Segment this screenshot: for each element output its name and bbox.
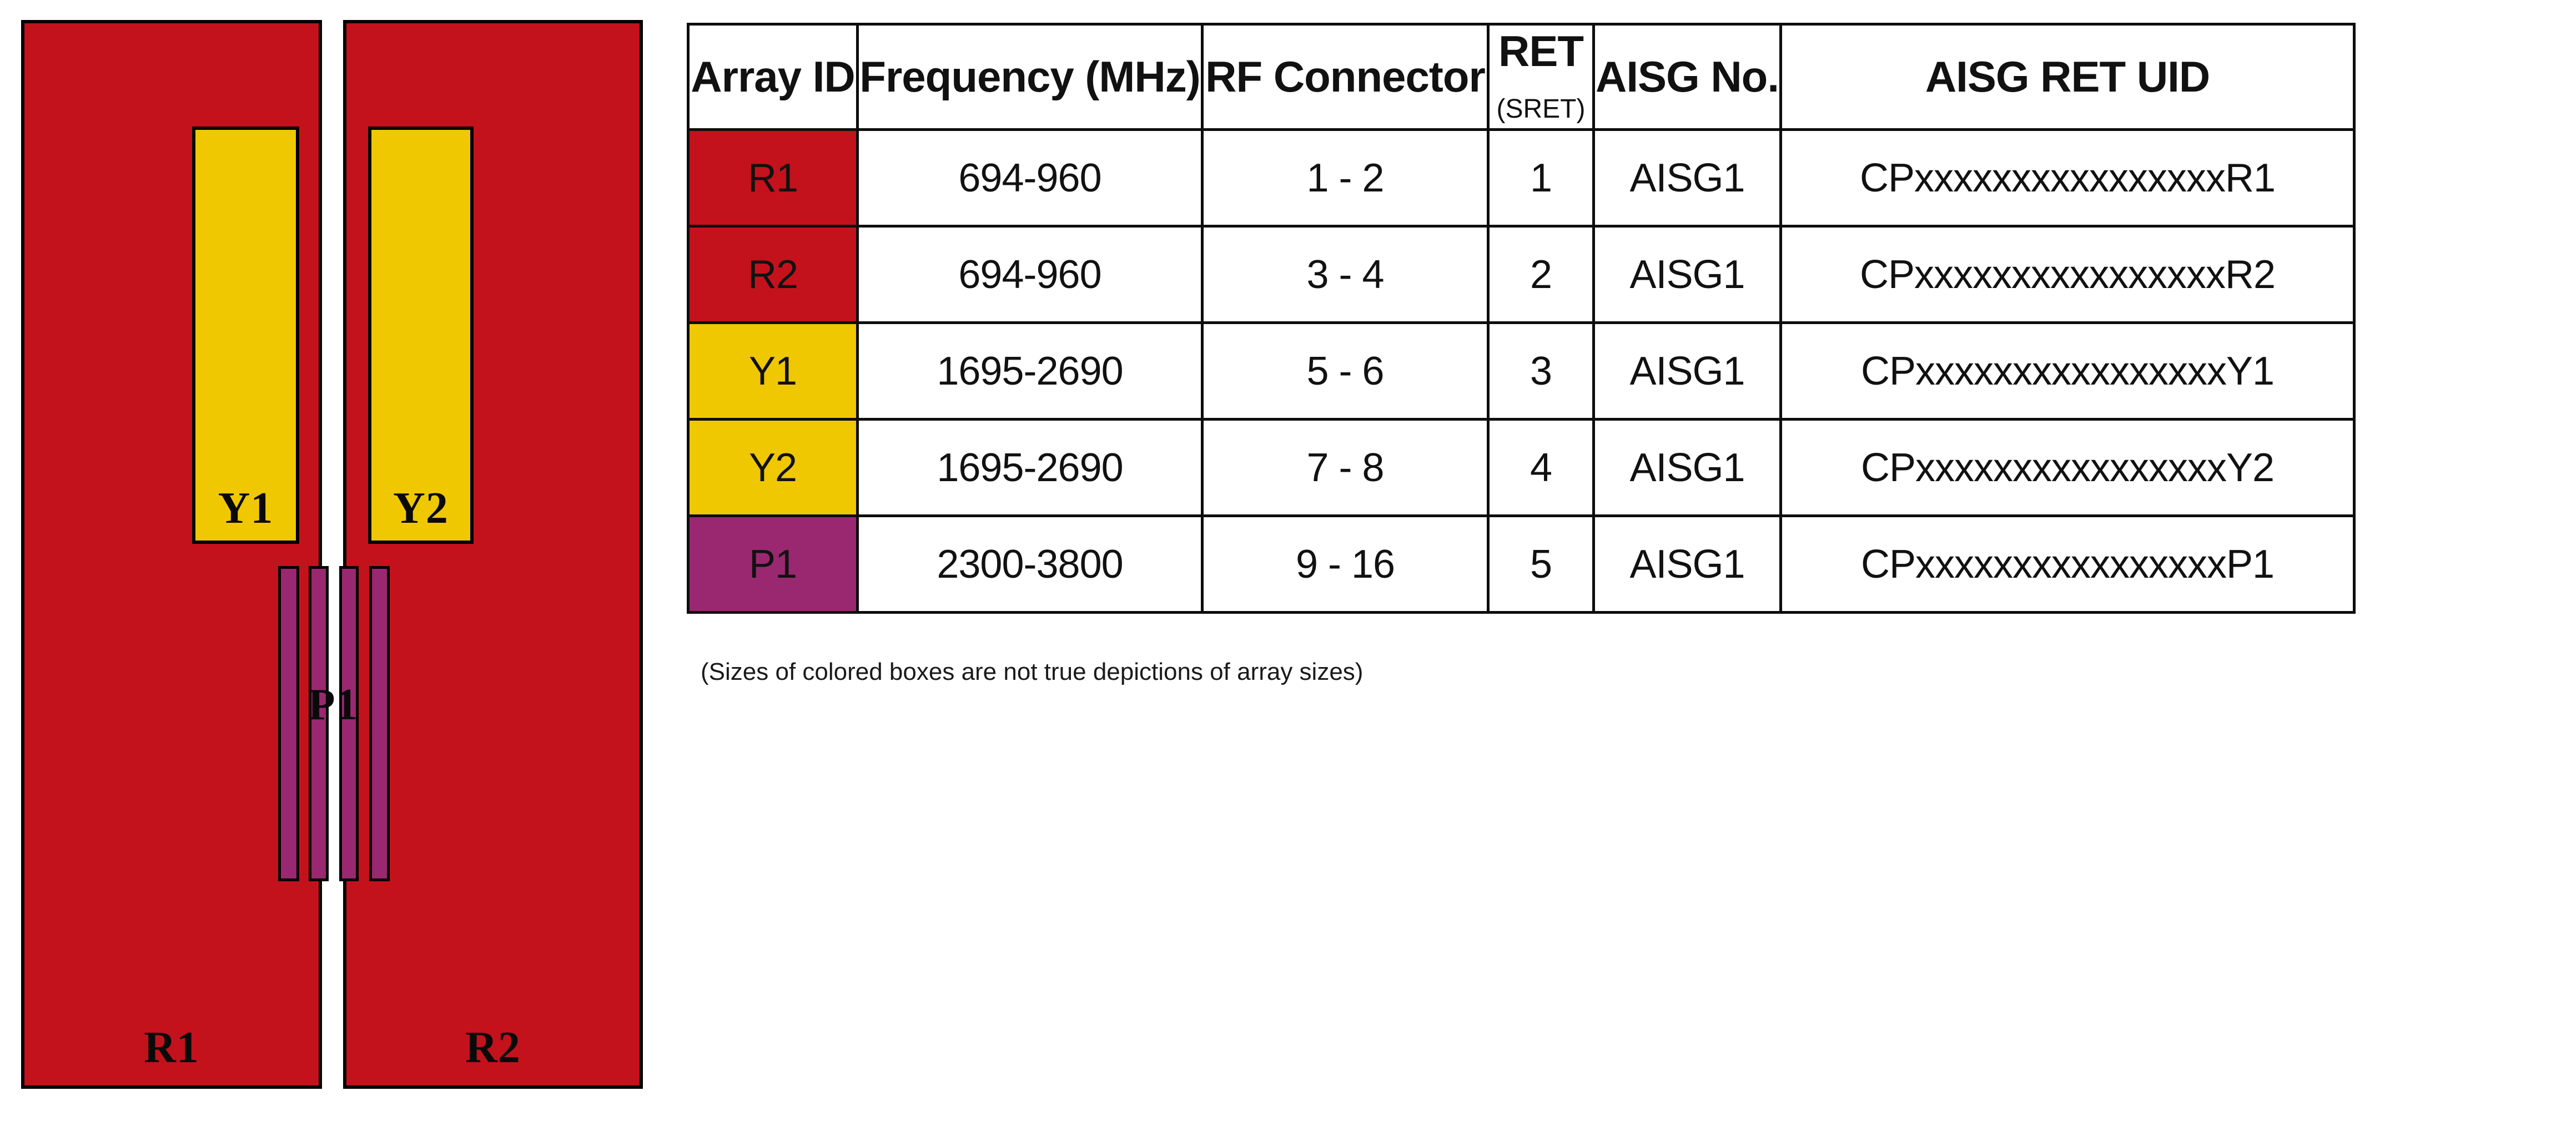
table-row: Y1 1695-2690 5 - 6 3 AISG1 CPxxxxxxxxxxx… bbox=[687, 321, 2356, 421]
cell-rf-connector: 9 - 16 bbox=[1201, 514, 1490, 614]
array-bar-p1-3 bbox=[339, 566, 359, 881]
size-disclaimer-note: (Sizes of colored boxes are not true dep… bbox=[701, 658, 1364, 685]
cell-array-id: Y2 bbox=[687, 418, 859, 517]
array-box-y1: Y1 bbox=[192, 127, 299, 544]
cell-aisg-ret-uid: CPxxxxxxxxxxxxxxxxY2 bbox=[1779, 418, 2356, 517]
cell-rf-connector: 1 - 2 bbox=[1201, 128, 1490, 228]
array-box-y2: Y2 bbox=[368, 127, 474, 544]
header-ret-main: RET bbox=[1498, 27, 1584, 75]
cell-array-id: R1 bbox=[687, 128, 859, 228]
cell-array-id: R2 bbox=[687, 225, 859, 324]
cell-aisg-ret-uid: CPxxxxxxxxxxxxxxxxP1 bbox=[1779, 514, 2356, 614]
header-frequency: Frequency (MHz) bbox=[856, 23, 1204, 131]
cell-frequency: 694-960 bbox=[856, 128, 1204, 228]
array-box-r2-label: R2 bbox=[465, 1023, 521, 1072]
cell-rf-connector: 3 - 4 bbox=[1201, 225, 1490, 324]
cell-rf-connector: 7 - 8 bbox=[1201, 418, 1490, 517]
cell-ret: 3 bbox=[1487, 321, 1595, 421]
header-array-id: Array ID bbox=[687, 23, 859, 131]
table-header-row: Array ID Frequency (MHz) RF Connector RE… bbox=[687, 23, 2356, 131]
array-spec-table: Array ID Frequency (MHz) RF Connector RE… bbox=[687, 23, 2356, 614]
array-box-r1-label: R1 bbox=[144, 1023, 199, 1072]
cell-ret: 2 bbox=[1487, 225, 1595, 324]
cell-ret: 1 bbox=[1487, 128, 1595, 228]
header-ret-sub: (SRET) bbox=[1496, 94, 1586, 124]
array-box-y1-label: Y1 bbox=[218, 484, 274, 533]
array-bar-p1-1 bbox=[278, 566, 299, 881]
array-box-p1-label: P1 bbox=[308, 680, 359, 729]
table-row: R2 694-960 3 - 4 2 AISG1 CPxxxxxxxxxxxxx… bbox=[687, 225, 2356, 324]
cell-aisg-no: AISG1 bbox=[1592, 128, 1782, 228]
cell-ret: 4 bbox=[1487, 418, 1595, 517]
header-rf-connector: RF Connector bbox=[1201, 23, 1490, 131]
cell-rf-connector: 5 - 6 bbox=[1201, 321, 1490, 421]
table-row: R1 694-960 1 - 2 1 AISG1 CPxxxxxxxxxxxxx… bbox=[687, 128, 2356, 228]
cell-aisg-no: AISG1 bbox=[1592, 514, 1782, 614]
cell-frequency: 1695-2690 bbox=[856, 418, 1204, 517]
cell-aisg-ret-uid: CPxxxxxxxxxxxxxxxxR1 bbox=[1779, 128, 2356, 228]
cell-aisg-no: AISG1 bbox=[1592, 321, 1782, 421]
array-bar-p1-2 bbox=[309, 566, 329, 881]
table-row: P1 2300-3800 9 - 16 5 AISG1 CPxxxxxxxxxx… bbox=[687, 514, 2356, 614]
cell-array-id: P1 bbox=[687, 514, 859, 614]
header-aisg-no: AISG No. bbox=[1592, 23, 1782, 131]
array-bar-p1-4 bbox=[369, 566, 390, 881]
cell-aisg-no: AISG1 bbox=[1592, 225, 1782, 324]
header-aisg-ret-uid: AISG RET UID bbox=[1779, 23, 2356, 131]
cell-frequency: 2300-3800 bbox=[856, 514, 1204, 614]
cell-ret: 5 bbox=[1487, 514, 1595, 614]
table-row: Y2 1695-2690 7 - 8 4 AISG1 CPxxxxxxxxxxx… bbox=[687, 418, 2356, 517]
cell-aisg-ret-uid: CPxxxxxxxxxxxxxxxxR2 bbox=[1779, 225, 2356, 324]
array-box-r2: R2 bbox=[343, 20, 643, 1089]
cell-frequency: 1695-2690 bbox=[856, 321, 1204, 421]
cell-aisg-no: AISG1 bbox=[1592, 418, 1782, 517]
header-ret: RET (SRET) bbox=[1487, 23, 1595, 131]
cell-aisg-ret-uid: CPxxxxxxxxxxxxxxxxY1 bbox=[1779, 321, 2356, 421]
array-box-y2-label: Y2 bbox=[393, 484, 449, 533]
cell-frequency: 694-960 bbox=[856, 225, 1204, 324]
cell-array-id: Y1 bbox=[687, 321, 859, 421]
